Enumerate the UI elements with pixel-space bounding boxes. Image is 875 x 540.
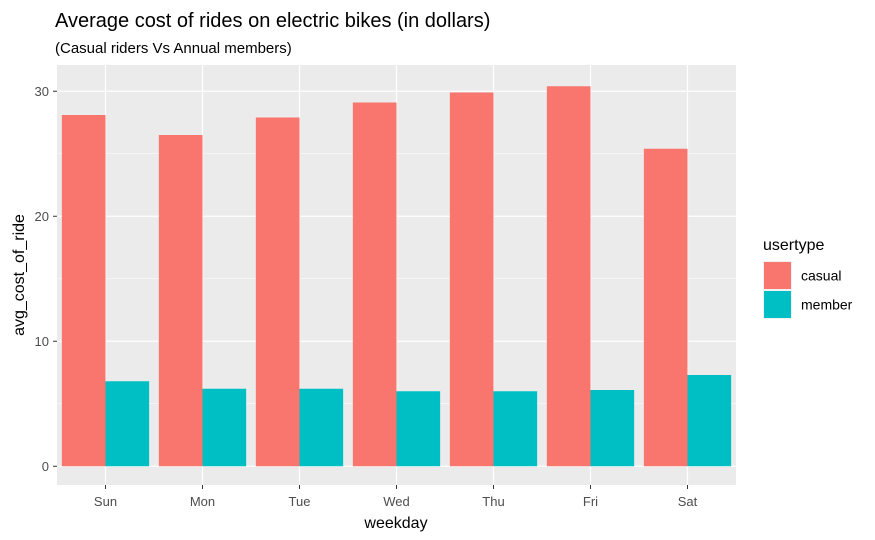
x-axis: Sun Mon Tue Wed Thu Fri Sat xyxy=(94,485,698,509)
x-tick-label: Sun xyxy=(94,494,117,509)
x-tick-label: Fri xyxy=(583,494,598,509)
legend-swatch-casual xyxy=(764,262,791,289)
bar-casual-wed xyxy=(352,102,397,467)
legend: usertype casual member xyxy=(763,237,853,319)
bar-casual-fri xyxy=(546,86,591,467)
legend-title: usertype xyxy=(763,237,824,254)
y-tick-label: 10 xyxy=(35,334,49,349)
x-tick-label: Mon xyxy=(190,494,215,509)
x-tick-label: Thu xyxy=(482,494,504,509)
y-tick-label: 30 xyxy=(35,84,49,99)
x-tick-label: Tue xyxy=(289,494,311,509)
x-tick-label: Wed xyxy=(383,494,410,509)
bar-casual-sun xyxy=(61,115,106,467)
legend-label-member: member xyxy=(801,297,853,313)
y-axis-title: avg_cost_of_ride xyxy=(11,214,28,336)
bar-casual-sat xyxy=(643,148,688,467)
bar-member-thu xyxy=(493,391,538,467)
y-tick-label: 0 xyxy=(42,459,49,474)
bar-member-sun xyxy=(105,381,150,467)
bar-member-tue xyxy=(299,388,344,467)
bar-casual-tue xyxy=(255,117,300,467)
bar-member-sat xyxy=(687,375,732,467)
y-tick-label: 20 xyxy=(35,209,49,224)
legend-label-casual: casual xyxy=(801,268,841,284)
bar-casual-thu xyxy=(449,92,494,467)
bar-member-wed xyxy=(396,391,441,467)
chart-title: Average cost of rides on electric bikes … xyxy=(55,10,490,32)
x-tick-label: Sat xyxy=(678,494,698,509)
bar-member-mon xyxy=(202,388,247,467)
bar-casual-mon xyxy=(158,135,203,467)
bars xyxy=(61,86,732,467)
chart-subtitle: (Casual riders Vs Annual members) xyxy=(55,40,292,57)
x-axis-title: weekday xyxy=(363,515,427,532)
bar-member-fri xyxy=(590,390,635,467)
y-axis: 0 10 20 30 xyxy=(35,84,57,474)
legend-swatch-member xyxy=(764,291,791,318)
